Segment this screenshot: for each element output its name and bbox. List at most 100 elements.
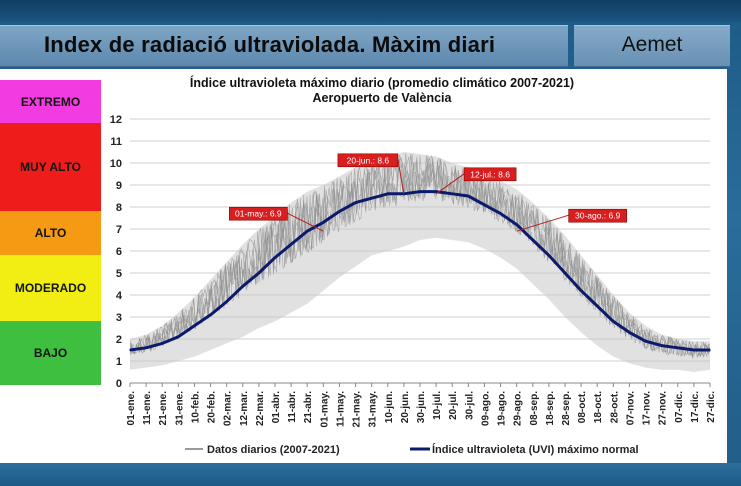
daily-data-envelope [130,152,710,372]
uv-band-moderado: MODERADO [0,255,101,321]
chart-subtitle: Aeropuerto de València [313,91,453,105]
y-tick-label: 7 [116,224,122,236]
x-tick-label: 11-abr. [287,391,298,423]
y-tick-label: 9 [116,180,122,192]
x-tick-label: 10-jun. [384,391,395,423]
x-tick-label: 28-sep. [561,391,572,426]
x-tick-label: 29-ago. [513,391,524,426]
x-tick-label: 01-may. [319,391,330,428]
x-tick-label: 27-nov. [658,391,669,425]
x-tick-label: 11-ene. [142,391,153,425]
normal-uvi-point [177,336,180,338]
normal-uvi-point [451,193,454,195]
x-tick-label: 20-jun. [400,391,411,423]
x-tick-label: 07-dic. [674,391,685,423]
x-tick-label: 17-dic. [690,391,701,423]
normal-uvi-series [129,190,711,352]
normal-uvi-point [241,285,244,288]
normal-uvi-point [644,340,647,343]
normal-uvi-point [435,190,437,193]
x-tick-label: 10-feb. [190,391,201,423]
normal-uvi-point [693,349,695,351]
annotation-leader [287,212,324,232]
brand-label: Aemet [621,33,683,56]
normal-uvi-point [322,221,325,224]
legend-label-normal: Índice ultravioleta (UVI) máximo normal [432,443,639,456]
normal-uvi-point [564,272,566,274]
chart-title: Índice ultravioleta máximo diario (prome… [190,75,574,90]
annotation-leader [435,173,465,195]
y-tick-label: 4 [116,290,123,302]
x-tick-label: 18-sep. [545,391,556,426]
x-tick-label: 18-oct. [593,391,604,423]
normal-uvi-point [676,347,679,349]
annotation-box [229,206,288,221]
annotation-leader [516,214,569,232]
x-tick-label: 09-ago. [480,391,491,426]
uv-scale-legend: EXTREMO MUY ALTO ALTO MODERADO BAJO [0,80,101,385]
normal-uvi-point [515,223,518,226]
x-tick-label: 21-abr. [303,391,314,423]
normal-uvi-point [531,239,534,241]
x-tick-label: 31-ene. [174,391,185,426]
normal-uvi-point [129,349,131,351]
x-tick-label: 01-ene. [126,391,137,426]
normal-uvi-point [709,349,711,351]
x-tick-label: 01-abr. [271,391,282,423]
x-tick-label: 07-nov. [625,391,636,425]
daily-data-trace [129,154,711,357]
normal-uvi-point [306,230,309,232]
normal-uvi-point [548,254,550,257]
x-tick-label: 12-mar. [239,391,250,426]
x-tick-label: 21-may. [352,391,363,428]
brand-box: Aemet [574,25,730,67]
x-tick-label: 28-oct. [609,391,620,423]
normal-uvi-point [628,331,631,334]
normal-uvi-point [338,210,341,213]
x-tick-label: 30-jun. [416,391,427,423]
normal-uvi-point [660,344,663,347]
title-bar: Index de radiació ultraviolada. Màxim di… [0,25,568,67]
normal-uvi-point [467,195,470,197]
y-tick-label: 10 [110,158,122,170]
normal-uvi-point [145,347,147,349]
x-tick-label: 10-jul. [432,391,443,420]
normal-uvi-point [612,320,615,323]
y-tick-label: 5 [116,268,122,280]
annotation-box [568,208,627,223]
x-tick-label: 11-may. [335,391,346,427]
x-tick-label: 22-mar. [255,391,266,426]
legend-label-daily: Datos diarios (2007-2021) [207,444,340,456]
uv-band-alto: ALTO [0,211,101,255]
top-strip [0,0,741,22]
annotation-label: 12-jul.: 8.6 [470,169,510,179]
x-tick-label: 02-mar. [223,391,234,426]
normal-uvi-point [580,289,582,292]
y-tick-label: 11 [110,136,122,148]
normal-uvi-point [274,256,276,259]
uv-band-extremo: EXTREMO [0,80,101,123]
annotation-box [463,167,517,182]
normal-uvi-point [596,305,599,307]
x-tick-label: 08-oct. [577,391,588,423]
annotation-label: 01-may.: 6.9 [235,209,282,219]
y-tick-label: 6 [116,246,122,258]
x-tick-label: 19-ago. [497,391,508,426]
y-tick-label: 3 [116,312,122,324]
x-tick-label: 20-feb. [207,391,218,423]
normal-uvi-point [209,314,212,316]
x-tick-label: 17-nov. [642,391,653,425]
page-title: Index de radiació ultraviolada. Màxim di… [44,32,496,57]
annotation-leader [397,159,405,194]
y-tick-label: 8 [116,202,122,214]
x-tick-label: 20-jul. [448,391,459,420]
normal-uvi-point [225,300,228,303]
normal-uvi-point [483,204,486,206]
normal-uvi-point [419,190,421,193]
annotation-label: 30-ago.: 6.9 [575,211,621,221]
y-tick-label: 12 [110,114,122,126]
annotation-label: 20-jun.: 8.6 [347,155,390,165]
x-tick-label: 21-ene. [158,391,169,426]
